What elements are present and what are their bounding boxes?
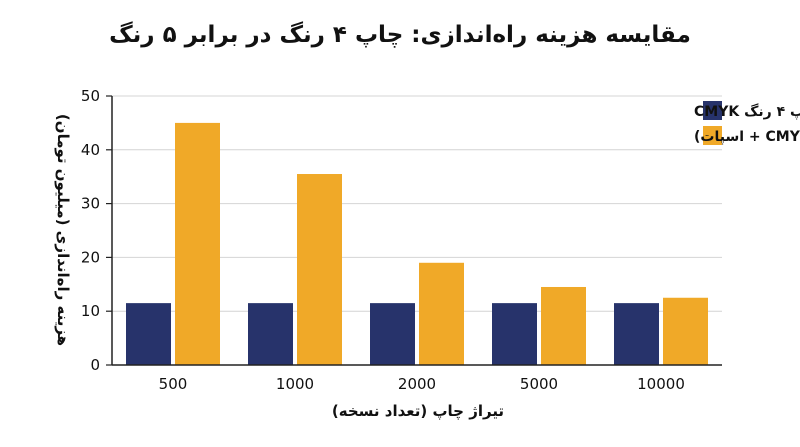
y-tick-label: 0: [90, 356, 100, 374]
x-tick-label: 10000: [637, 375, 685, 393]
x-axis-ticks: 500 1000 2000 5000 10000: [159, 375, 685, 393]
legend-label-4color: چاپ ۴ رنگ CMYK: [694, 103, 800, 120]
bar-4color: [370, 303, 415, 365]
bar-5color: [663, 298, 708, 365]
legend: چاپ ۴ رنگ CMYK چاپ ۵ رنگ (CMYK + اسپات): [694, 101, 800, 145]
bars: [126, 123, 708, 365]
bar-5color: [297, 174, 342, 365]
x-tick-label: 5000: [520, 375, 558, 393]
y-tick-label: 20: [81, 248, 100, 266]
bar-4color: [248, 303, 293, 365]
bar-5color: [419, 263, 464, 365]
x-tick-label: 500: [159, 375, 188, 393]
y-axis-ticks: 0 10 20 30 40 50: [81, 87, 112, 374]
x-tick-label: 2000: [398, 375, 436, 393]
bar-4color: [614, 303, 659, 365]
y-tick-label: 40: [81, 141, 100, 159]
x-tick-label: 1000: [276, 375, 314, 393]
bar-4color: [492, 303, 537, 365]
legend-label-5color: چاپ ۵ رنگ (CMYK + اسپات): [694, 128, 800, 145]
bar-5color: [175, 123, 220, 365]
y-tick-label: 10: [81, 302, 100, 320]
y-tick-label: 50: [81, 87, 100, 105]
bar-5color: [541, 287, 586, 365]
bar-4color: [126, 303, 171, 365]
y-tick-label: 30: [81, 195, 100, 213]
y-axis-title: هزینه راه‌اندازی (میلیون تومان): [54, 114, 72, 346]
x-axis-title: تیراژ چاپ (تعداد نسخه): [332, 402, 504, 421]
